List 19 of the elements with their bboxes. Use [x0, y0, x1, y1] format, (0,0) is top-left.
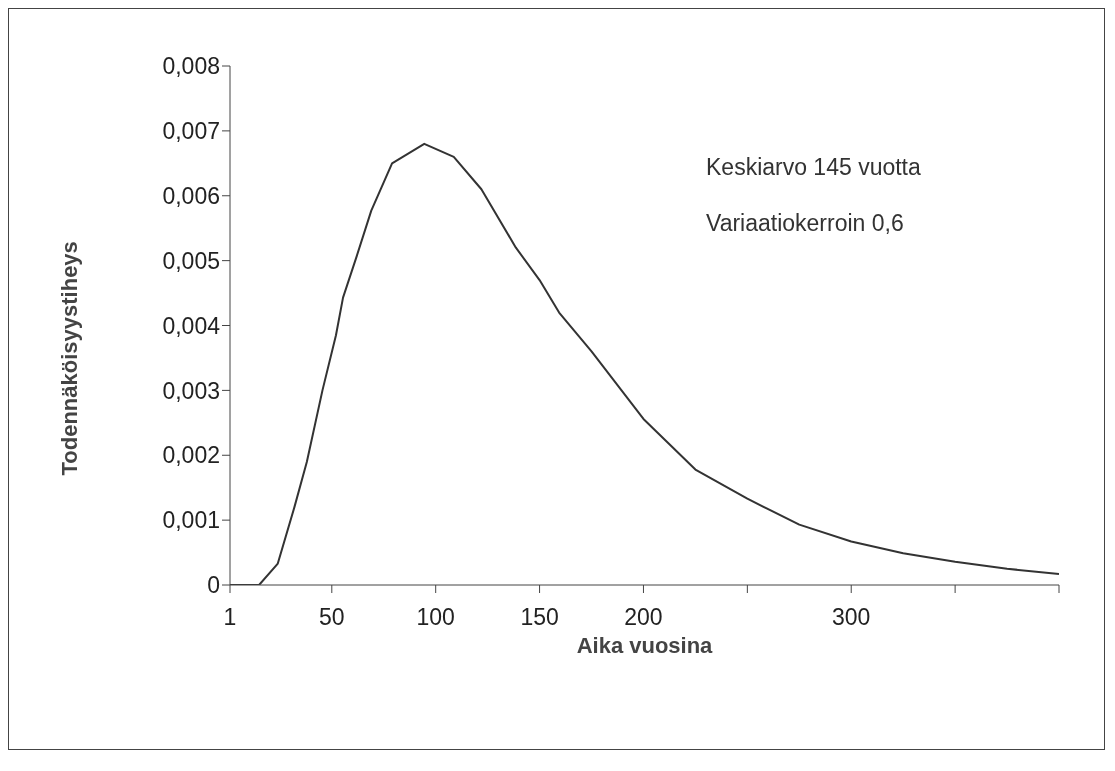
- annotation: Keskiarvo 145 vuotta: [706, 154, 921, 181]
- y-tick-label: 0,003: [162, 377, 220, 404]
- x-tick-label: 100: [416, 604, 455, 631]
- y-tick-label: 0,005: [162, 247, 220, 274]
- x-tick-label: 300: [832, 604, 871, 631]
- y-tick-label: 0,007: [162, 118, 220, 145]
- y-tick-label: 0,004: [162, 312, 221, 339]
- x-tick-label: 200: [624, 604, 663, 631]
- x-tick-label: 50: [319, 604, 345, 631]
- x-tick-label: 150: [520, 604, 559, 631]
- y-tick-label: 0,008: [162, 53, 220, 80]
- y-axis-title: Todennäköisyystiheys: [56, 241, 82, 476]
- x-tick-label: 1: [223, 604, 237, 631]
- y-tick-label: 0: [207, 572, 220, 599]
- x-axis-title: Aika vuosina: [576, 633, 714, 658]
- y-tick-label: 0,002: [162, 442, 220, 469]
- y-tick-label: 0,006: [162, 182, 220, 209]
- annotation: Variaatiokerroin 0,6: [706, 210, 904, 237]
- y-tick-label: 0,001: [162, 507, 220, 534]
